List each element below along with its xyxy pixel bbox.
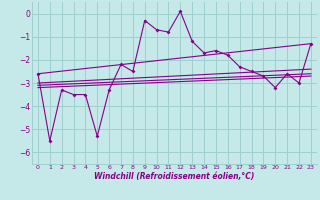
X-axis label: Windchill (Refroidissement éolien,°C): Windchill (Refroidissement éolien,°C) <box>94 172 255 181</box>
